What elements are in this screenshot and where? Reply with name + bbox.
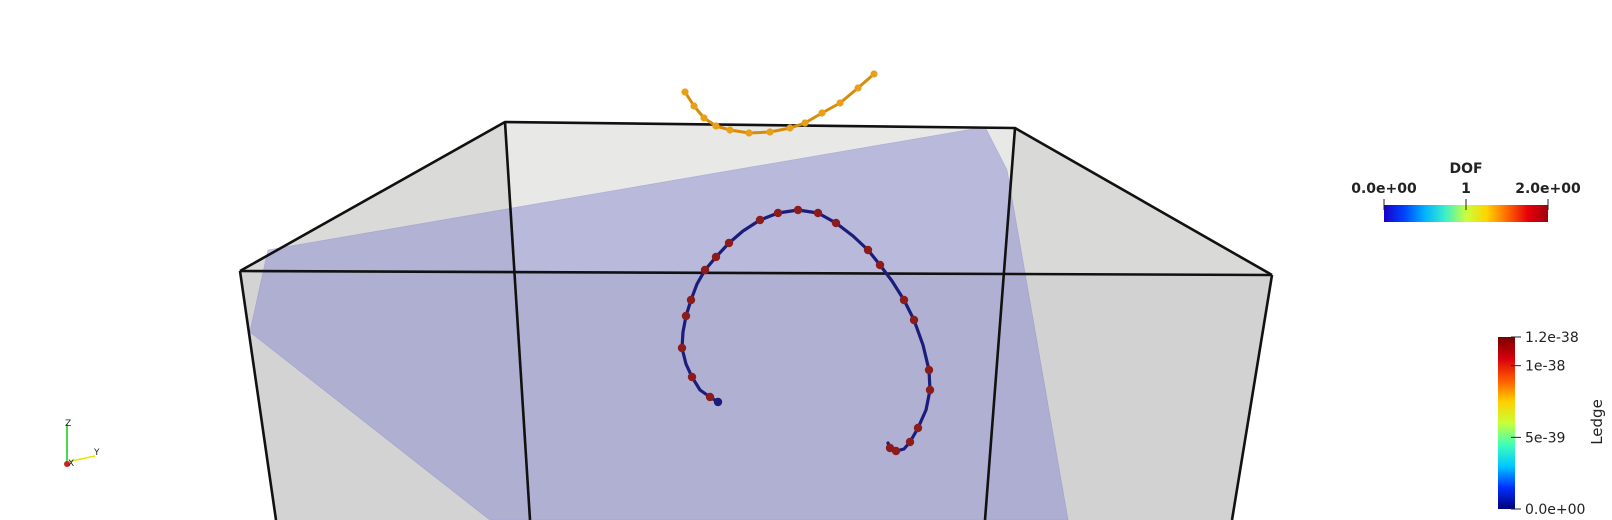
ledge-tick-label: 1e-38	[1525, 359, 1565, 375]
spiral-node	[875, 260, 885, 270]
arc-node	[786, 124, 794, 132]
ledge-tick-label: 5e-39	[1525, 430, 1565, 446]
dof-colorbar: DOF 0.0e+00 1 2.0e+00	[1351, 161, 1581, 222]
orientation-axes: Z Y X	[64, 419, 100, 469]
spiral-node	[905, 437, 915, 447]
ledge-colorbar-gradient	[1498, 337, 1515, 509]
arc-node	[766, 128, 774, 136]
ledge-colorbar-title: Ledge	[1588, 399, 1606, 445]
edge-right	[1230, 274, 1274, 520]
dof-colorbar-gradient	[1384, 205, 1548, 222]
spiral-node	[813, 208, 823, 218]
spiral-node	[793, 205, 803, 215]
spiral-node	[711, 252, 721, 262]
spiral-node	[773, 208, 783, 218]
spiral-node	[681, 311, 691, 321]
y-axis-label: Y	[93, 448, 100, 458]
spiral-node	[885, 443, 895, 453]
box-edges	[238, 120, 1274, 520]
spiral-node	[899, 295, 909, 305]
arc-node	[870, 70, 878, 78]
edge-back-right	[983, 127, 1017, 520]
arc-node	[681, 88, 689, 96]
spiral-node	[705, 392, 715, 402]
spiral-node	[724, 238, 734, 248]
dof-colorbar-title: DOF	[1449, 161, 1482, 177]
spiral-node	[863, 245, 873, 255]
spiral-node	[925, 385, 935, 395]
arc-node	[854, 84, 862, 92]
box-right-shadow	[985, 128, 1272, 520]
spiral-node	[687, 372, 697, 382]
arc-node	[836, 99, 844, 107]
ledge-tick-label: 1.2e-38	[1525, 330, 1579, 346]
edge-top-back	[239, 120, 1273, 277]
arc-node	[801, 119, 809, 127]
z-axis-label: Z	[65, 419, 71, 429]
arc-node	[712, 122, 720, 130]
spiral-node	[677, 343, 687, 353]
edge-back-left	[503, 121, 532, 520]
arc-node	[690, 102, 698, 110]
arc-node	[745, 129, 753, 137]
edge-left	[238, 270, 278, 520]
spiral-node	[700, 265, 710, 275]
arc-node	[700, 114, 708, 122]
spiral-node	[755, 215, 765, 225]
spiral-nodes	[677, 205, 935, 456]
dof-colorbar-max-label: 2.0e+00	[1515, 181, 1581, 197]
spiral-end-node	[713, 397, 723, 407]
x-axis-label: X	[68, 459, 74, 469]
spiral-curve	[677, 205, 935, 456]
spiral-node	[686, 295, 696, 305]
x-axis-marker	[64, 461, 70, 467]
y-axis-line	[66, 455, 96, 463]
ledge-ticks: 1.2e-38 1e-38 5e-39 0.0e+00	[1511, 330, 1585, 518]
dof-colorbar-min-label: 0.0e+00	[1351, 181, 1417, 197]
arc-node	[818, 109, 826, 117]
ledge-colorbar: 1.2e-38 1e-38 5e-39 0.0e+00 Ledge	[1498, 330, 1606, 518]
edge-top-front	[239, 269, 1273, 277]
ledge-tick-label: 0.0e+00	[1525, 502, 1585, 518]
spiral-node	[909, 315, 919, 325]
spiral-node	[913, 423, 923, 433]
spiral-node	[924, 365, 934, 375]
arc-nodes	[681, 70, 878, 137]
spiral-node	[831, 218, 841, 228]
dof-colorbar-mid-label: 1	[1461, 181, 1471, 197]
arc-node	[726, 126, 734, 134]
orange-arc	[681, 70, 878, 137]
